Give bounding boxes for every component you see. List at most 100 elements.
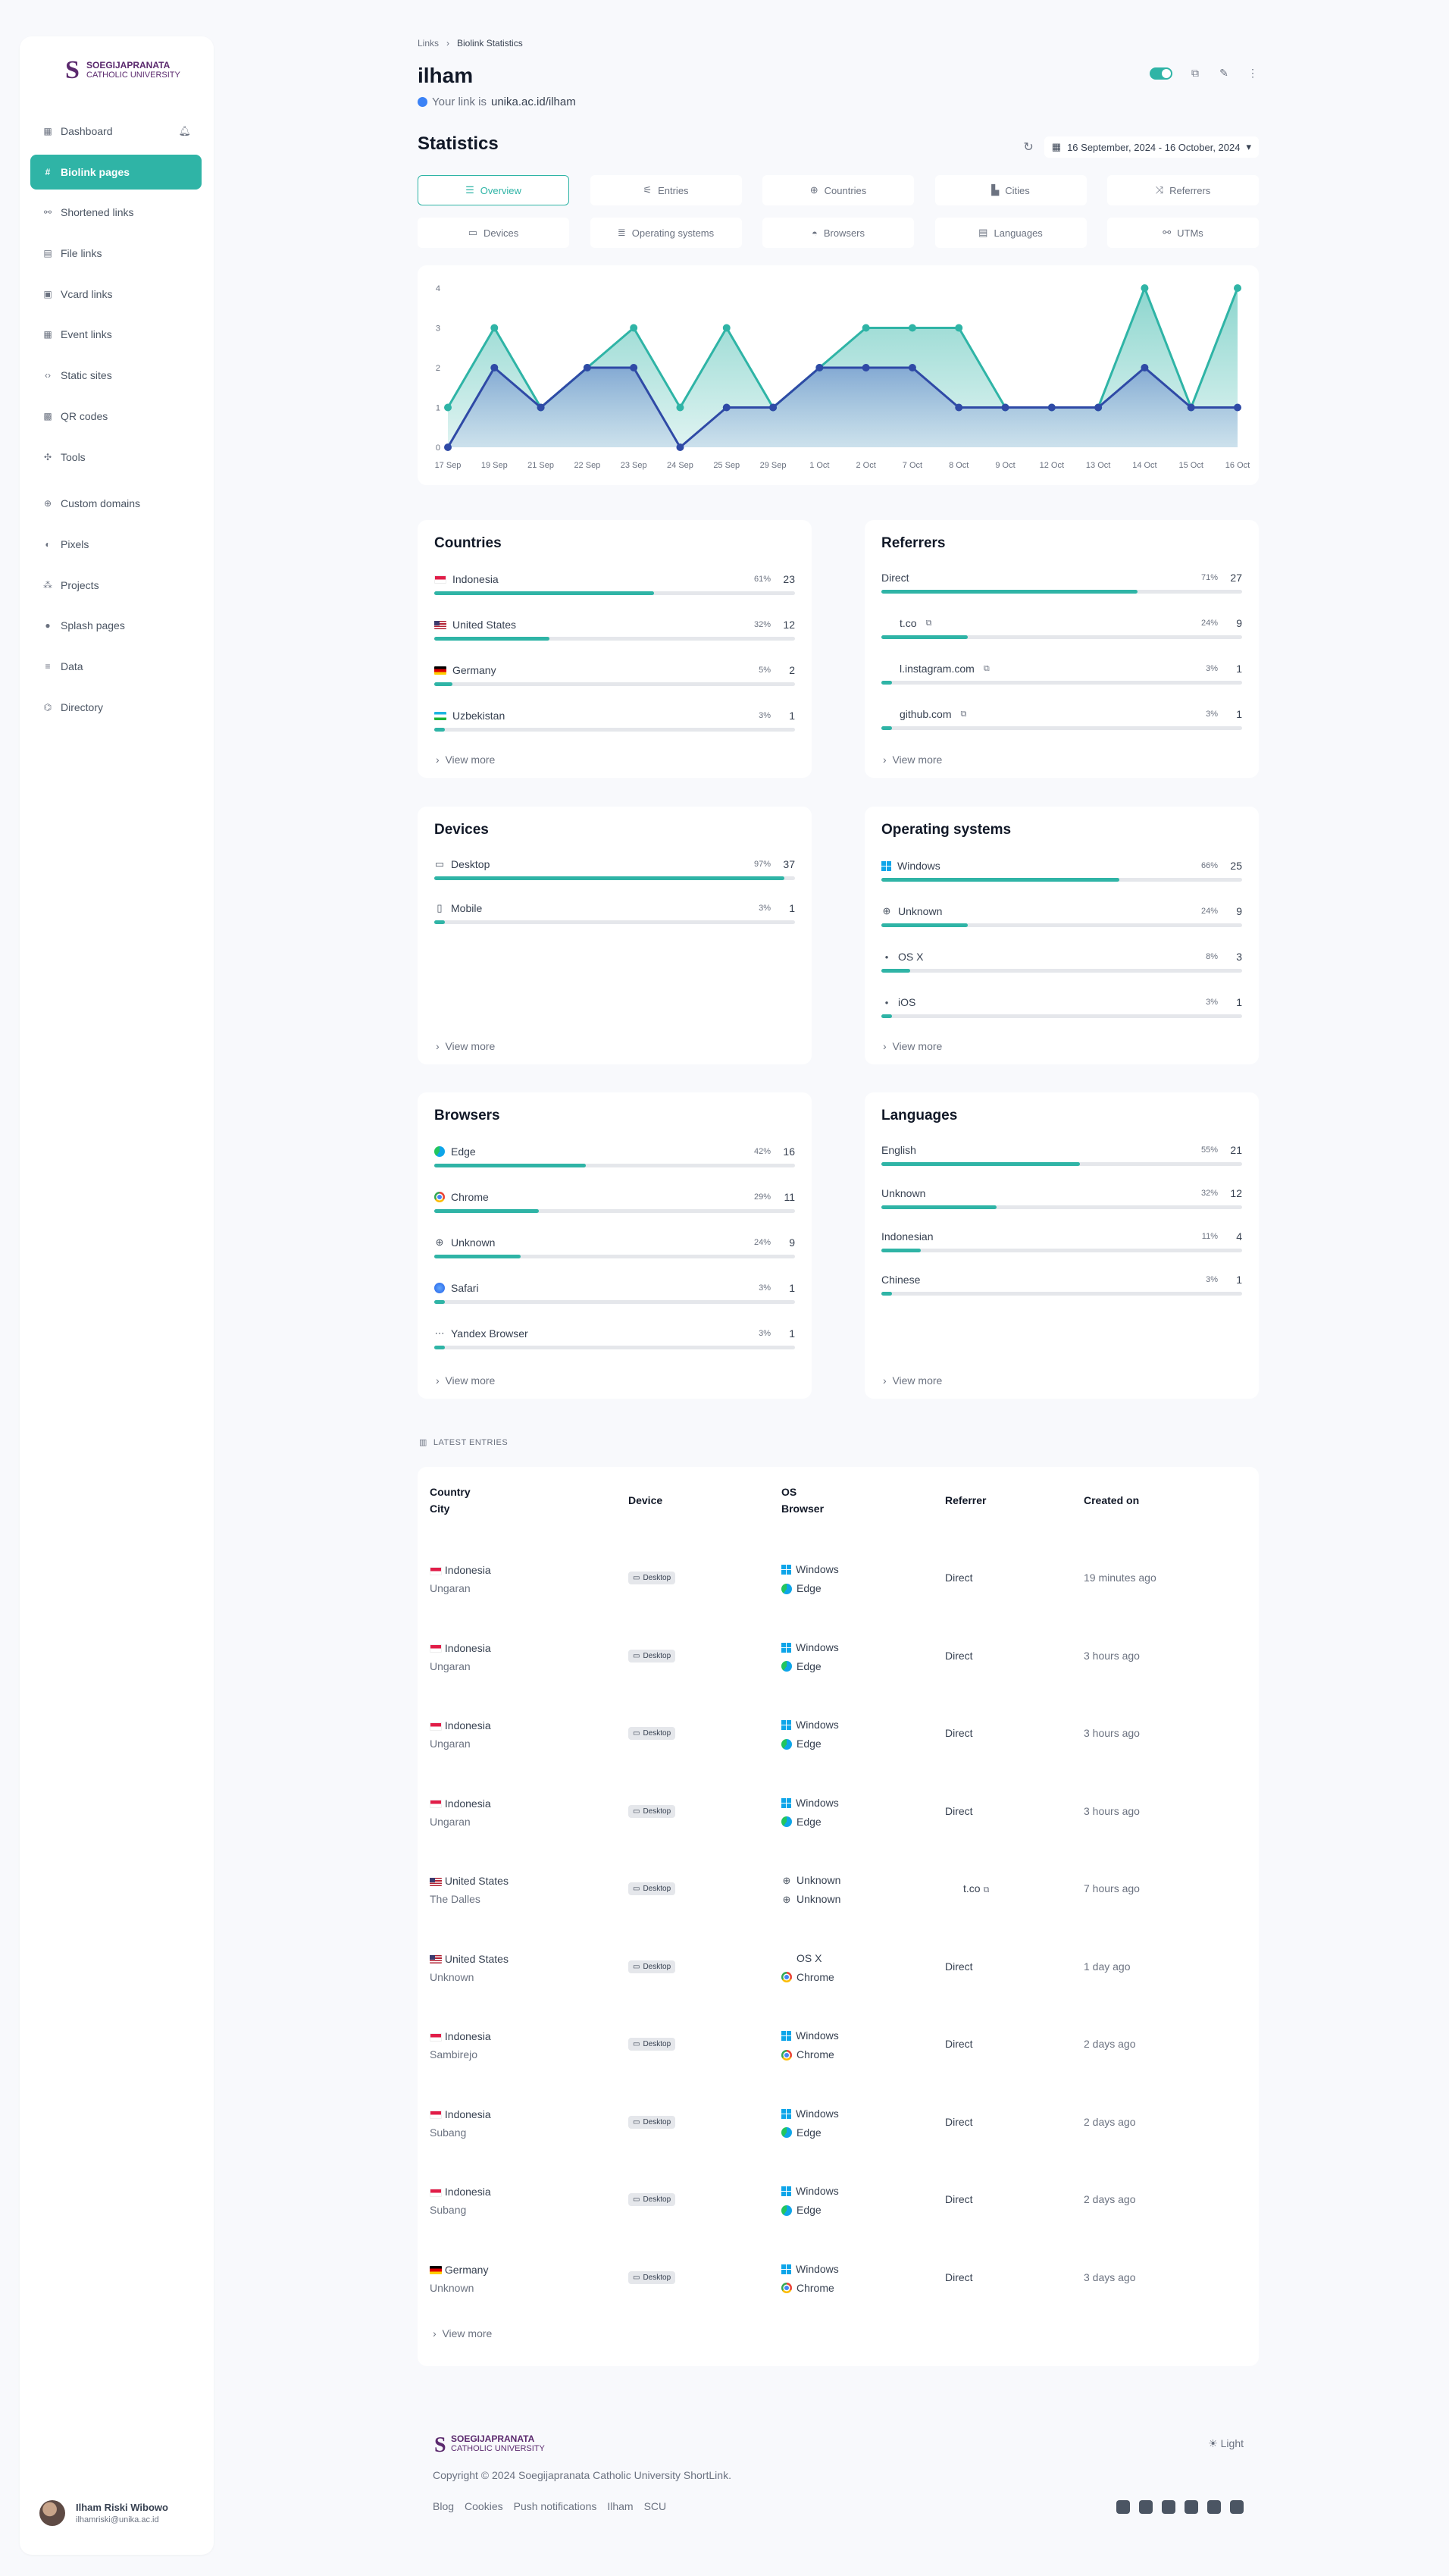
facebook-icon[interactable] (1139, 2500, 1153, 2514)
footer-link-ilham[interactable]: Ilham (607, 2500, 634, 2512)
user-name: Ilham Riski Wibowo (76, 2502, 168, 2513)
card-title: Browsers (434, 1108, 500, 1123)
progress-fill (434, 1300, 446, 1304)
sidebar-item-vcard-links[interactable]: ▣ Vcard links (30, 277, 202, 312)
stat-percent: 61% (753, 575, 771, 584)
sidebar-item-file-links[interactable]: ▤ File links (30, 236, 202, 271)
footer-link-blog[interactable]: Blog (433, 2500, 455, 2512)
view-more-link[interactable]: › View more (436, 754, 495, 766)
sidebar-item-tools[interactable]: ✣ Tools (30, 440, 202, 475)
brand-logo[interactable]: S SOEGIJAPRANATA CATHOLIC UNIVERSITY (64, 58, 180, 83)
sidebar-item-directory[interactable]: ⌬ Directory (30, 690, 202, 725)
tab-entries[interactable]: ⚟ Entries (590, 175, 742, 205)
bell-icon[interactable]: 🔔︎ (178, 125, 191, 136)
sidebar-item-projects[interactable]: ⁂ Projects (30, 568, 202, 603)
sidebar-item-splash-pages[interactable]: ● Splash pages (30, 608, 202, 643)
city: Ungaran (430, 1738, 471, 1750)
device-badge: ▭ Desktop (628, 1649, 676, 1662)
tab-devices[interactable]: ▭ Devices (418, 218, 569, 248)
browser: Edge (796, 1582, 822, 1594)
table-row[interactable]: Indonesia Subang ▭ Desktop Windows Edge D… (418, 2087, 1259, 2164)
stat-label: Chrome (451, 1191, 489, 1203)
sidebar-item-shortened-links[interactable]: ⚯ Shortened links (30, 195, 202, 230)
user-profile[interactable]: Ilham Riski Wibowo ilhamriski@unika.ac.i… (39, 2500, 168, 2526)
view-more-link[interactable]: › View more (883, 1374, 942, 1387)
table-row[interactable]: Germany Unknown ▭ Desktop Windows Chrome … (418, 2242, 1259, 2320)
more-options-icon[interactable]: ⋮ (1247, 67, 1258, 79)
sidebar-item-event-links[interactable]: ▦ Event links (30, 317, 202, 352)
sidebar-item-label: Shortened links (61, 206, 134, 219)
table-row[interactable]: Indonesia Sambirejo ▭ Desktop Windows Chr… (418, 2009, 1259, 2086)
tab-operating-systems[interactable]: ≣ Operating systems (590, 218, 742, 248)
breadcrumb-parent[interactable]: Links (418, 38, 440, 49)
sidebar-item-static-sites[interactable]: ‹› Static sites (30, 358, 202, 393)
referrer-cell: Direct (945, 1572, 973, 1584)
biolink-url[interactable]: unika.ac.id/ilham (490, 96, 576, 108)
tab-countries[interactable]: ⊕ Countries (762, 175, 914, 205)
data-point (537, 403, 545, 412)
edit-icon[interactable]: ✎ (1219, 67, 1228, 79)
table-row[interactable]: Indonesia Ungaran ▭ Desktop Windows Edge … (418, 1543, 1259, 1620)
table-row[interactable]: Indonesia Subang ▭ Desktop Windows Edge D… (418, 2164, 1259, 2242)
sidebar-item-pixels[interactable]: ◐ Pixels (30, 527, 202, 562)
instagram-icon[interactable] (1162, 2500, 1175, 2514)
footer-link-cookies[interactable]: Cookies (465, 2500, 503, 2512)
stat-percent: 3% (1206, 664, 1218, 673)
theme-switcher[interactable]: ☀ Light (1208, 2437, 1244, 2450)
view-more-link[interactable]: › View more (436, 1040, 495, 1052)
external-link-icon[interactable]: ⧉ (925, 618, 932, 628)
sidebar-item-qr-codes[interactable]: ▩ QR codes (30, 399, 202, 434)
status-toggle[interactable] (1150, 67, 1172, 80)
view-more-link[interactable]: › View more (436, 1374, 495, 1387)
sidebar-item-biolink-pages[interactable]: # Biolink pages (30, 154, 202, 190)
sidebar-item-dashboard[interactable]: ▦ Dashboard 🔔︎ (30, 114, 202, 149)
table-row[interactable]: United States Unknown ▭ Desktop OS X Chro… (418, 1932, 1259, 2009)
date-range-picker[interactable]: ▦ 16 September, 2024 - 16 October, 2024 … (1044, 136, 1259, 158)
tab-browsers[interactable]: ◓ Browsers (762, 218, 914, 248)
avatar[interactable] (39, 2500, 65, 2526)
tab-referrers[interactable]: ⤨ Referrers (1107, 175, 1259, 205)
external-link-icon[interactable]: ⧉ (983, 1885, 990, 1894)
os-browser-cell: ⊕ Unknown ⊕ Unknown (781, 1871, 841, 1909)
desktop-icon: ▭ (434, 858, 445, 870)
table-row[interactable]: United States The Dalles ▭ Desktop ⊕ Unkno… (418, 1854, 1259, 1931)
sidebar-item-data[interactable]: ≡ Data (30, 649, 202, 684)
table-row[interactable]: Indonesia Ungaran ▭ Desktop Windows Edge … (418, 1621, 1259, 1698)
tab-languages[interactable]: ▤ Languages (934, 218, 1087, 248)
table-row[interactable]: Indonesia Ungaran ▭ Desktop Windows Edge … (418, 1776, 1259, 1854)
referrers-card: Referrers Direct 71% 27 t.co ⧉ 24% 9 l.in… (865, 520, 1259, 778)
table-row[interactable]: Indonesia Ungaran ▭ Desktop Windows Edge … (418, 1698, 1259, 1775)
browser: Edge (796, 2204, 822, 2216)
refresh-icon[interactable]: ↻ (1023, 141, 1034, 154)
flag-us-icon (434, 620, 446, 629)
stat-count: 1 (789, 902, 795, 914)
city: Ungaran (430, 1659, 471, 1672)
tab-icon: ▭ (468, 227, 478, 238)
tab-cities[interactable]: ▙ Cities (934, 175, 1087, 205)
edge-icon (781, 1661, 792, 1672)
referrer: Direct (945, 2115, 973, 2128)
x-tick-label: 23 Sep (621, 461, 647, 470)
desktop-icon: ▭ (633, 1651, 640, 1660)
tab-overview[interactable]: ☰ Overview (418, 175, 569, 205)
tiktok-icon[interactable] (1185, 2500, 1198, 2514)
whatsapp-icon[interactable] (1207, 2500, 1221, 2514)
countries-card: Countries Indonesia 61% 23 United States… (418, 520, 812, 778)
latest-view-more-link[interactable]: › View more (433, 2327, 492, 2339)
stat-count: 2 (789, 664, 795, 676)
youtube-icon[interactable] (1116, 2500, 1130, 2514)
footer-link-push-notifications[interactable]: Push notifications (513, 2500, 597, 2512)
view-more-link[interactable]: › View more (883, 1040, 942, 1052)
progress-fill (881, 1292, 893, 1296)
footer-link-scu[interactable]: SCU (643, 2500, 667, 2512)
copy-icon[interactable]: ⧉ (1191, 67, 1199, 79)
sidebar-item-custom-domains[interactable]: ⊕ Custom domains (30, 486, 202, 521)
tab-utms[interactable]: ⚯ UTMs (1107, 218, 1259, 248)
latest-entries-label: ▥ LATEST ENTRIES (419, 1437, 508, 1448)
footer-logo[interactable]: S SOEGIJAPRANATA CATHOLIC UNIVERSITY (433, 2433, 545, 2457)
external-link-icon[interactable]: ⧉ (960, 709, 967, 719)
referrer[interactable]: t.co (963, 1882, 981, 1894)
view-more-link[interactable]: › View more (883, 754, 942, 766)
external-link-icon[interactable]: ⧉ (983, 663, 990, 673)
email-icon[interactable] (1230, 2500, 1244, 2514)
